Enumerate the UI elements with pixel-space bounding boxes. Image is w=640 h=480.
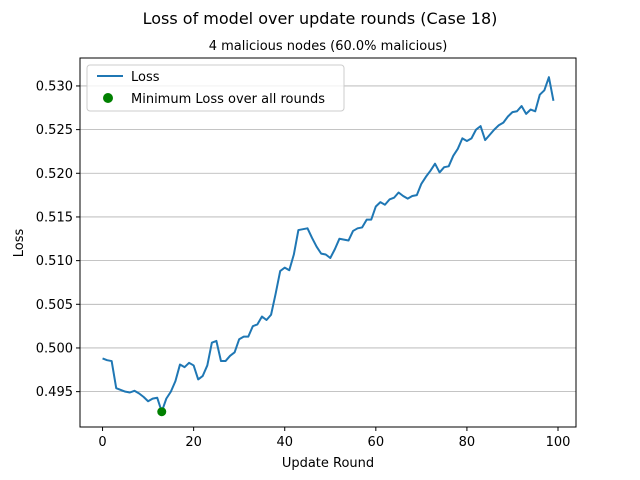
y-tick-label: 0.500 [36, 341, 73, 356]
y-tick-label: 0.515 [36, 210, 73, 225]
axis-ticks: 0.495 0.500 0.505 0.510 0.515 0.520 0.525 0.530… [36, 79, 571, 450]
legend-box [86, 64, 345, 112]
x-axis-label: Update Round [282, 456, 374, 471]
grid-lines [80, 85, 576, 393]
legend-minimum-marker [103, 93, 113, 103]
y-tick-label: 0.525 [36, 123, 73, 138]
plot-area [79, 57, 577, 428]
y-axis-label: Loss [12, 229, 27, 258]
x-tick-label: 0 [98, 435, 106, 450]
legend-loss-label: Loss [131, 70, 160, 85]
chart-title: Loss of model over update rounds (Case 1… [143, 9, 498, 28]
x-tick-label: 20 [185, 435, 202, 450]
x-tick-label: 100 [546, 435, 571, 450]
x-tick-label: 60 [368, 435, 385, 450]
y-tick-label: 0.520 [36, 167, 73, 182]
legend: Loss Minimum Loss over all rounds [86, 64, 345, 112]
minimum-loss-point [157, 407, 167, 417]
x-tick-label: 40 [276, 435, 293, 450]
y-tick-label: 0.495 [36, 385, 73, 400]
legend-minimum-label: Minimum Loss over all rounds [131, 92, 325, 107]
y-tick-label: 0.505 [36, 298, 73, 313]
x-tick-label: 80 [459, 435, 476, 450]
y-tick-label: 0.510 [36, 254, 73, 269]
series-layer [102, 76, 555, 417]
loss-line [102, 76, 555, 413]
chart-subtitle: 4 malicious nodes (60.0% malicious) [209, 39, 448, 54]
y-tick-label: 0.530 [36, 79, 73, 94]
